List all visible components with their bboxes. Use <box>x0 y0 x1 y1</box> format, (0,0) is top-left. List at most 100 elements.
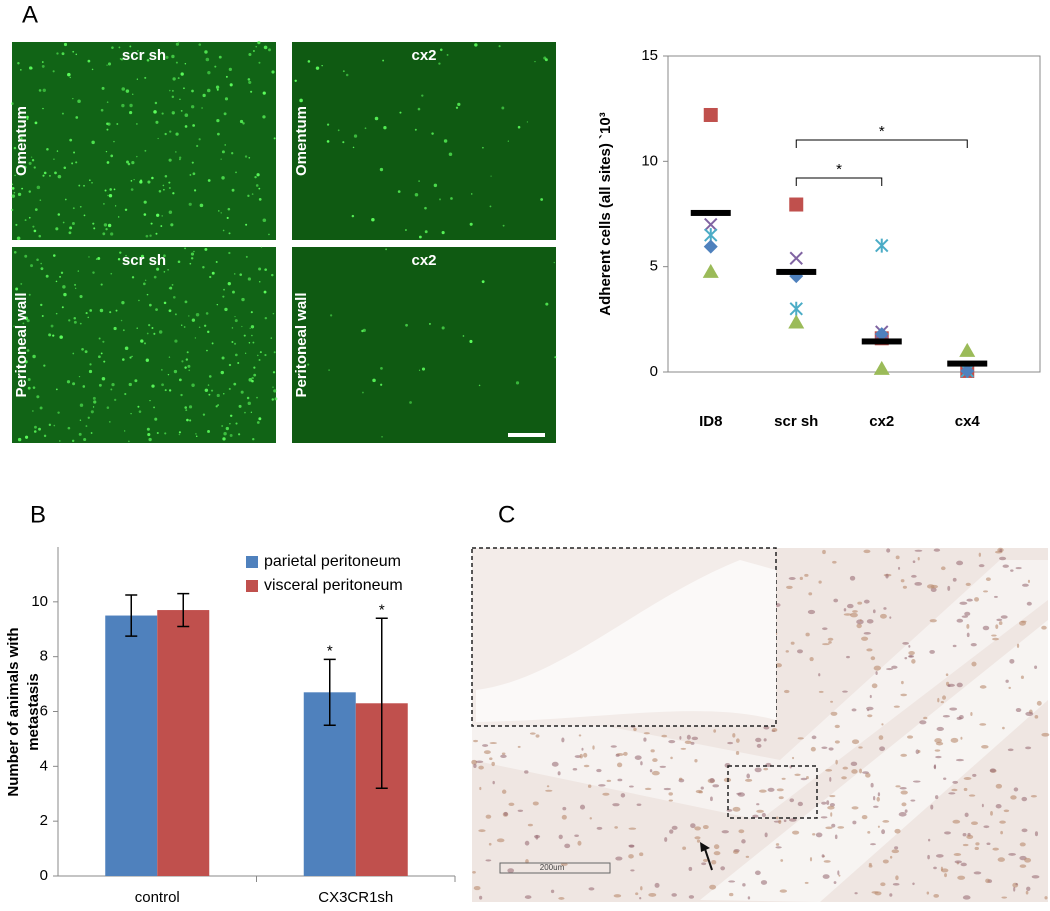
cell-spot <box>147 432 151 437</box>
cell-spot <box>91 68 94 71</box>
cell-spot <box>218 55 222 59</box>
cell-spot <box>228 363 232 367</box>
cell-spot <box>32 225 35 228</box>
cell-spot <box>501 106 505 110</box>
cell-spot <box>24 435 29 439</box>
micrograph-title: scr sh <box>122 47 166 64</box>
cell-spot <box>418 235 422 239</box>
cell-spot <box>271 273 274 277</box>
cell-spot <box>67 72 71 77</box>
error-bar <box>375 617 388 790</box>
bar <box>105 615 158 876</box>
cell-spot <box>418 369 421 371</box>
cell-spot <box>326 140 330 143</box>
cell-spot <box>62 221 65 224</box>
cell-spot <box>221 150 225 154</box>
cell-spot <box>231 152 234 155</box>
cell-spot <box>256 421 260 424</box>
cell-spot <box>79 403 84 407</box>
cell-spot <box>24 254 28 258</box>
cell-spot <box>186 418 189 422</box>
cell-spot <box>32 410 34 412</box>
cell-spot <box>171 95 175 99</box>
marker-triangle <box>788 314 805 329</box>
cell-spot <box>32 354 36 359</box>
cell-spot <box>441 231 445 235</box>
cell-spot <box>168 210 173 214</box>
cell-spot <box>222 229 225 232</box>
cell-spot <box>117 216 120 218</box>
cell-spot <box>457 102 461 106</box>
cell-spot <box>232 290 235 294</box>
cell-spot <box>180 393 183 397</box>
cell-spot <box>450 197 453 200</box>
cell-spot <box>15 223 18 226</box>
cell-spot <box>143 342 147 345</box>
panel-label: A <box>22 1 38 28</box>
cell-spot <box>253 366 256 369</box>
cell-spot <box>172 77 176 81</box>
cell-spot <box>28 161 32 165</box>
cell-spot <box>78 432 82 436</box>
cell-spot <box>40 267 44 271</box>
cell-spot <box>43 364 46 367</box>
cell-spot <box>198 138 201 141</box>
cell-spot <box>63 42 68 47</box>
cell-spot <box>209 275 212 279</box>
cell-spot <box>162 184 165 187</box>
cell-spot <box>154 101 158 105</box>
cell-spot <box>91 182 93 184</box>
cell-spot <box>362 391 364 394</box>
cell-spot <box>113 188 116 191</box>
scale-label: 200um <box>540 863 565 872</box>
cell-spot <box>124 208 128 212</box>
cell-spot <box>164 132 167 136</box>
cell-spot <box>351 214 355 218</box>
cell-spot <box>39 199 42 202</box>
cell-spot <box>222 437 226 441</box>
cell-spot <box>107 122 111 126</box>
cell-spot <box>10 208 14 212</box>
cell-spot <box>130 180 133 182</box>
cell-spot <box>113 326 117 331</box>
cell-spot <box>61 112 64 115</box>
cell-spot <box>93 227 96 230</box>
cell-spot <box>206 349 208 352</box>
cell-spot <box>11 194 16 198</box>
cell-spot <box>43 171 47 175</box>
cell-spot <box>163 271 166 273</box>
cell-spot <box>49 175 51 177</box>
cell-spot <box>131 161 135 165</box>
cell-spot <box>33 166 36 169</box>
cell-spot <box>22 322 25 325</box>
cell-spot <box>198 326 201 328</box>
cell-spot <box>274 397 278 401</box>
cell-spot <box>228 232 231 235</box>
cell-spot <box>189 419 192 422</box>
cell-spot <box>92 271 95 274</box>
cell-spot <box>144 76 147 79</box>
marker-diamond <box>703 239 718 254</box>
micrograph-title: scr sh <box>122 252 166 269</box>
cell-spot <box>48 423 52 427</box>
cell-spot <box>474 43 478 47</box>
cell-spot <box>405 229 407 231</box>
cell-spot <box>161 112 164 115</box>
cell-spot <box>225 75 228 78</box>
cell-spot <box>385 248 388 251</box>
cell-spot <box>148 437 152 442</box>
cell-spot <box>93 400 97 404</box>
cell-spot <box>75 53 78 56</box>
cell-spot <box>244 411 246 414</box>
error-bar <box>323 658 336 726</box>
cell-spot <box>177 77 180 80</box>
cell-spot <box>239 273 243 276</box>
cell-spot <box>242 122 245 125</box>
cell-spot <box>543 56 547 60</box>
cell-spot <box>244 155 248 158</box>
cell-spot <box>32 386 36 389</box>
y-tick-label: 15 <box>641 47 658 64</box>
cell-spot <box>103 360 106 363</box>
cell-spot <box>299 98 303 103</box>
cell-spot <box>48 333 52 337</box>
